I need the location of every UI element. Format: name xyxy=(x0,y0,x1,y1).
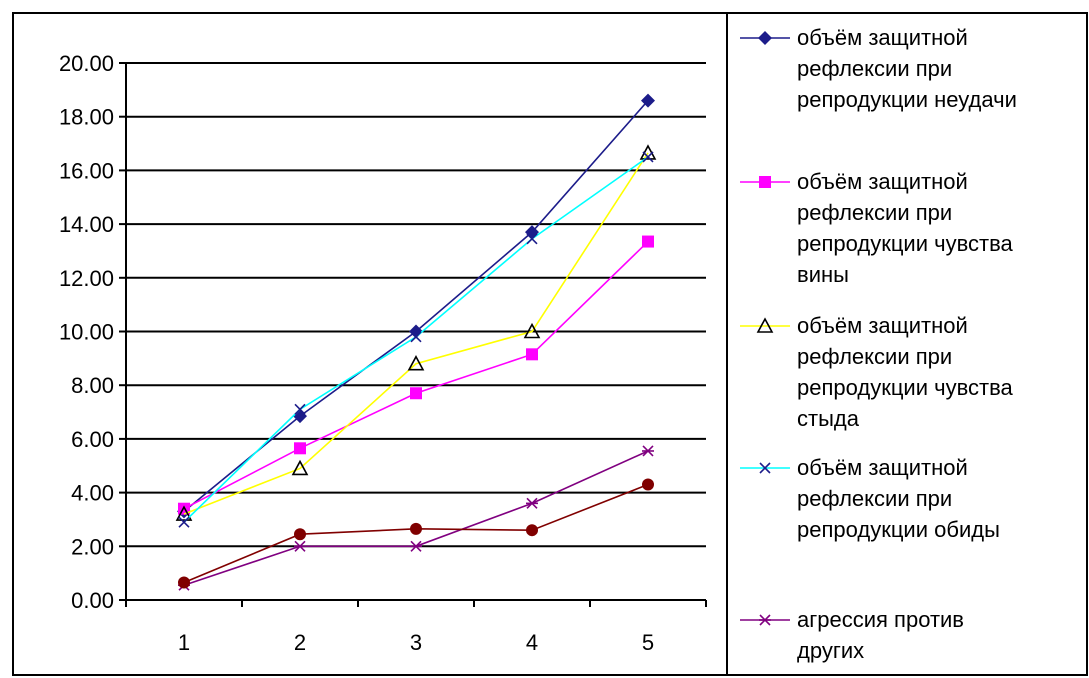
y-tick-label: 16.00 xyxy=(59,158,114,183)
data-point xyxy=(523,322,541,339)
legend-label: объём защитной xyxy=(797,25,968,50)
data-point xyxy=(526,233,538,245)
data-point xyxy=(410,331,422,343)
legend-label: репродукции чувства xyxy=(797,375,1014,400)
legend-swatch-marker xyxy=(759,176,771,188)
legend-entry-3: объём защитной рефлексии при репродукции ч… xyxy=(740,313,1014,431)
data-point xyxy=(526,497,538,509)
legend-label: рефлексии при xyxy=(797,200,952,225)
y-tick-label: 2.00 xyxy=(71,534,114,559)
gridlines xyxy=(126,62,706,548)
data-point xyxy=(175,505,193,521)
legend-entry-2: объём защитной рефлексии при репродукции ч… xyxy=(740,169,1014,287)
y-tick-label: 18.00 xyxy=(59,105,114,130)
data-point xyxy=(178,576,190,589)
x-tick-label: 3 xyxy=(410,630,422,655)
legend-swatch-marker xyxy=(758,31,772,45)
y-tick-labels: 0.00 2.00 4.00 6.00 8.00 10.00 12.00 14.00 16.00… xyxy=(59,51,114,613)
chart-frame xyxy=(12,12,1088,676)
legend-label: объём защитной xyxy=(797,169,968,194)
x-tick-label: 2 xyxy=(294,630,306,655)
series-3 xyxy=(175,144,657,521)
legend: объём защитной рефлексии при репродукции н… xyxy=(740,25,1017,663)
legend-swatch-marker xyxy=(759,462,771,474)
legend-label: рефлексии при xyxy=(797,56,952,81)
axes xyxy=(119,62,707,607)
legend-label: вины xyxy=(797,262,849,287)
legend-label: объём защитной xyxy=(797,313,968,338)
series-6 xyxy=(178,478,654,589)
x-tick-label: 4 xyxy=(526,630,538,655)
data-point xyxy=(291,459,309,476)
series-4 xyxy=(178,151,654,528)
legend-label: рефлексии при xyxy=(797,486,952,511)
y-tick-label: 12.00 xyxy=(59,266,114,291)
legend-label: стыда xyxy=(797,406,860,431)
data-point xyxy=(178,516,190,528)
x-tick-label: 1 xyxy=(178,630,190,655)
series-1 xyxy=(177,93,655,519)
x-tick-label: 5 xyxy=(642,630,654,655)
data-point xyxy=(642,151,654,163)
data-point xyxy=(641,93,655,108)
legend-swatch-marker xyxy=(756,317,774,333)
series-line xyxy=(183,240,649,510)
data-point xyxy=(642,235,654,248)
data-point xyxy=(526,524,538,537)
legend-swatch-marker xyxy=(759,614,771,626)
data-point xyxy=(294,528,306,541)
legend-label: объём защитной xyxy=(797,455,968,480)
series-line xyxy=(183,450,649,586)
legend-label: рефлексии при xyxy=(797,344,952,369)
x-tick-labels: 1 2 3 4 5 xyxy=(178,630,654,655)
data-point xyxy=(526,348,538,361)
data-point xyxy=(410,522,422,535)
data-point xyxy=(294,540,306,552)
y-tick-label: 4.00 xyxy=(71,481,114,506)
legend-label: репродукции чувства xyxy=(797,231,1014,256)
data-point xyxy=(409,324,423,339)
legend-label: агрессия против xyxy=(797,607,964,632)
y-tick-label: 0.00 xyxy=(71,588,114,613)
series-5 xyxy=(178,445,654,591)
data-point xyxy=(410,387,422,400)
legend-entry-4: объём защитной рефлексии при репродукции о… xyxy=(740,455,1000,542)
series-group xyxy=(175,93,657,591)
series-line xyxy=(183,156,649,523)
y-tick-label: 14.00 xyxy=(59,212,114,237)
data-point xyxy=(407,355,425,371)
data-point xyxy=(294,442,306,455)
y-tick-label: 8.00 xyxy=(71,373,114,398)
series-line xyxy=(183,100,649,513)
legend-label: репродукции обиды xyxy=(797,517,1000,542)
data-point xyxy=(642,478,654,491)
y-tick-label: 6.00 xyxy=(71,427,114,452)
legend-label: репродукции неудачи xyxy=(797,87,1017,112)
legend-entry-1: объём защитной рефлексии при репродукции н… xyxy=(740,25,1017,112)
series-line xyxy=(183,152,649,515)
data-point xyxy=(410,540,422,552)
y-tick-label: 20.00 xyxy=(59,51,114,76)
data-point xyxy=(642,445,654,457)
legend-entry-5: агрессия против других xyxy=(740,607,964,663)
y-tick-label: 10.00 xyxy=(59,320,114,345)
legend-label: других xyxy=(797,638,864,663)
data-point xyxy=(294,403,306,415)
